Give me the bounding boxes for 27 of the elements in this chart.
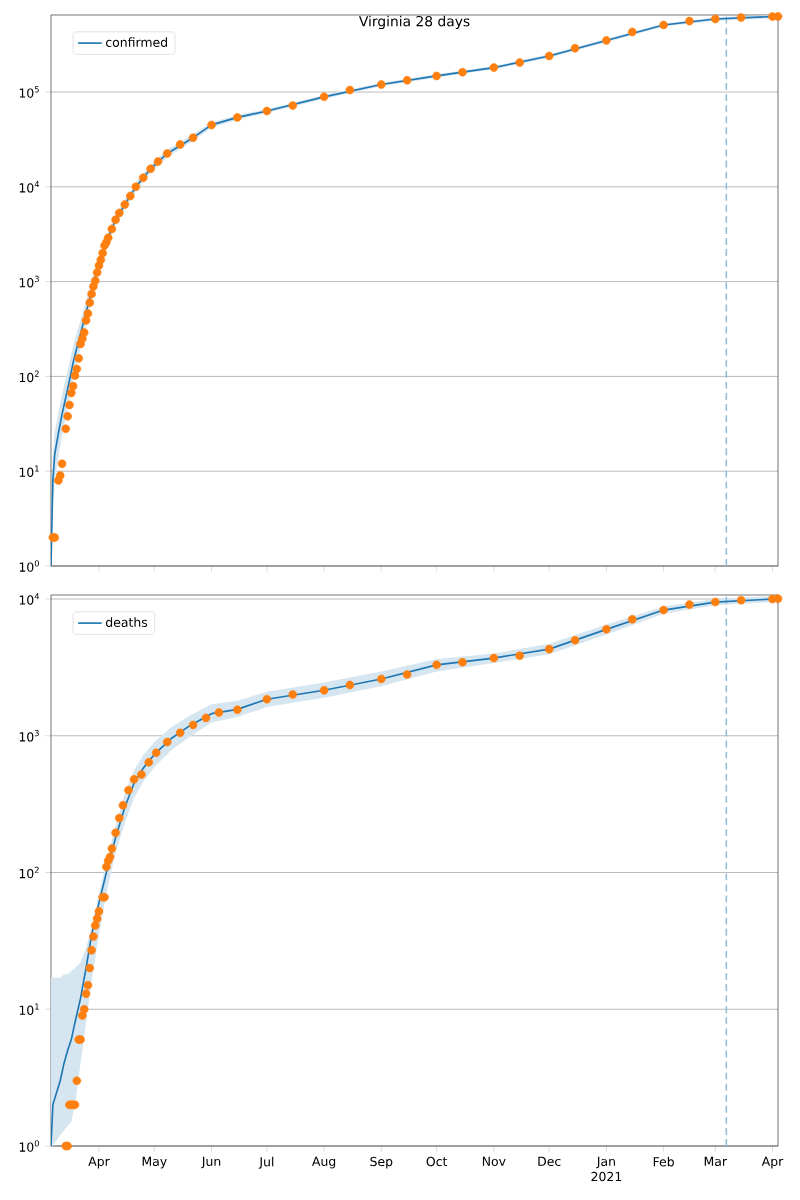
legend-label: deaths	[105, 617, 148, 627]
y-tick-label: 10$^{4}$	[19, 593, 40, 605]
x-tick-label: May	[142, 1156, 167, 1169]
x-tick-label: Apr	[88, 1156, 110, 1169]
x-tick-label: Sep	[370, 1156, 393, 1169]
y-tick-label: 10$^{2}$	[19, 866, 39, 879]
x-tick-label: Jan 2021	[591, 1156, 622, 1182]
x-tick-label: Feb	[653, 1156, 674, 1167]
y-tick-label: 10$^{3}$	[19, 275, 39, 288]
chart-title: Virginia 28 days	[358, 15, 470, 30]
x-tick-label: Dec	[538, 1156, 561, 1167]
x-tick-label: Aug	[312, 1156, 336, 1169]
x-tick-label: Nov	[482, 1156, 506, 1167]
y-tick-label: 10$^{1}$	[19, 1003, 39, 1016]
y-tick-label: 10$^{3}$	[19, 729, 39, 742]
y-tick-label: 10$^{1}$	[19, 465, 39, 477]
y-tick-label: 10$^{4}$	[19, 181, 40, 193]
y-tick-label: 10$^{5}$	[19, 86, 39, 98]
y-tick-label: 10$^{0}$	[19, 560, 39, 572]
y-tick-label: 10$^{0}$	[19, 1140, 39, 1152]
legend-label: confirmed	[105, 37, 167, 47]
x-tick-label: Oct	[426, 1156, 448, 1167]
x-tick-label: Mar	[704, 1156, 728, 1167]
x-tick-label: Jul	[258, 1156, 274, 1169]
y-tick-label: 10$^{2}$	[19, 370, 39, 383]
x-tick-label: Apr	[761, 1156, 784, 1169]
x-tick-label: Jun	[201, 1156, 221, 1169]
